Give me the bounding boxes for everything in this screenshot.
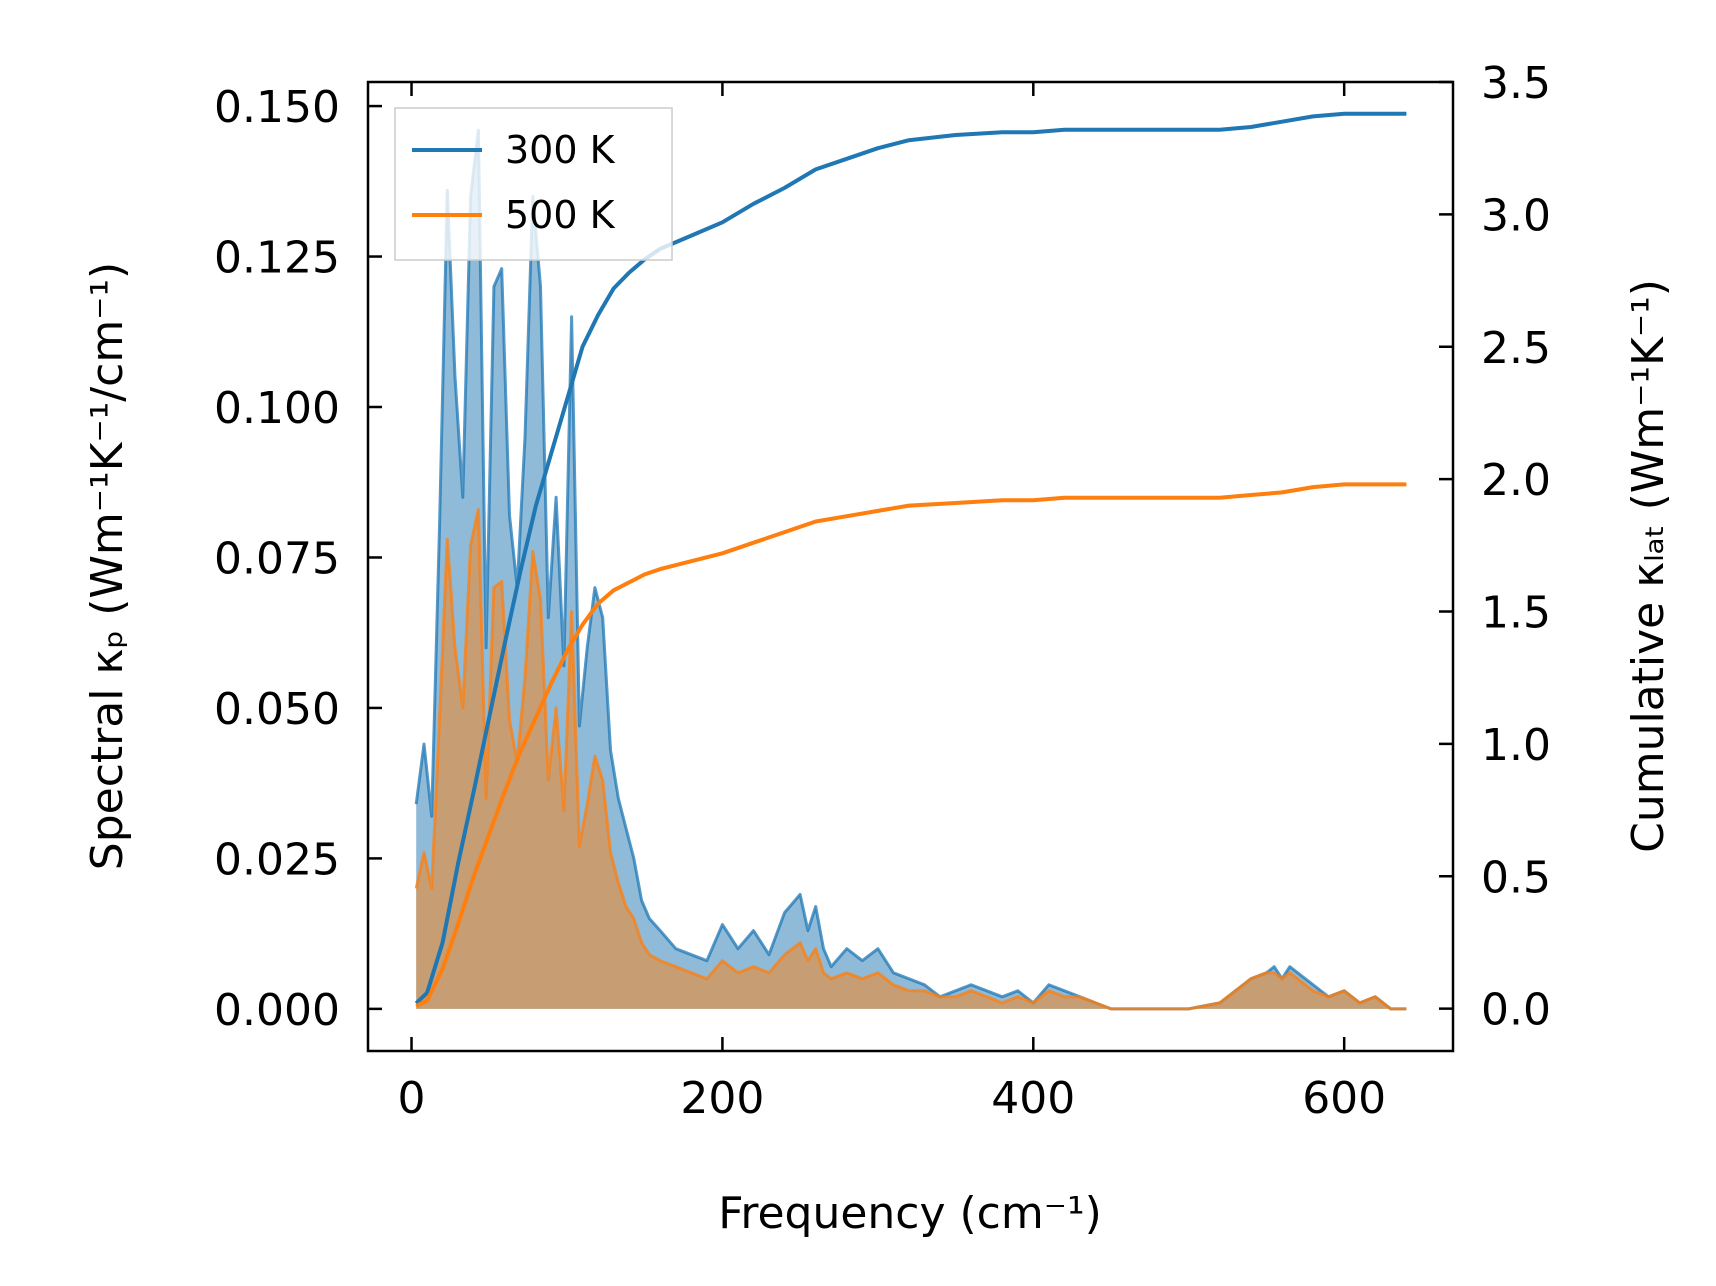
y-tick-label-left: 0.125: [214, 233, 340, 284]
x-tick-label: 0: [398, 1073, 426, 1124]
y-tick-label-left: 0.150: [214, 82, 340, 133]
plot-frame: [366, 80, 1455, 1053]
legend: 300 K 500 K: [394, 107, 673, 261]
x-tick-label: 600: [1302, 1073, 1386, 1124]
y-tick-label-right: 0.5: [1481, 852, 1551, 903]
y-axis-left-title: Spectral κₚ (Wm⁻¹K⁻¹/cm⁻¹): [82, 262, 133, 870]
cumulative-line-500k: [415, 482, 1407, 1008]
axes: 0 200 400 600 0.000 0.025 0.050 0.075 0.100 0.125…: [214, 58, 1551, 1124]
y-tick-label-left: 0.000: [214, 985, 340, 1036]
y-tick-label-right: 2.0: [1481, 455, 1551, 506]
y-tick-label-left: 0.025: [214, 834, 340, 885]
y-tick-label-right: 2.5: [1481, 323, 1551, 374]
legend-frame: [394, 107, 673, 261]
x-axis-title: Frequency (cm⁻¹): [718, 1188, 1102, 1239]
spectral-area-500k: [416, 509, 1407, 1009]
y-tick-label-left: 0.100: [214, 383, 340, 434]
x-tick-label: 400: [991, 1073, 1075, 1124]
y-tick-label-right: 3.5: [1481, 58, 1551, 109]
legend-label-500k: 500 K: [505, 193, 616, 237]
plot-area: [414, 111, 1407, 1011]
x-tick-label: 200: [680, 1073, 764, 1124]
spectral-line-500k: [414, 507, 1407, 1011]
legend-label-300k: 300 K: [505, 128, 616, 172]
y-tick-label-right: 1.0: [1481, 720, 1551, 771]
cumulative-line-300k: [414, 111, 1407, 1005]
y-tick-label-right: 0.0: [1481, 985, 1551, 1036]
y-tick-label-right: 1.5: [1481, 588, 1551, 639]
y-tick-label-left: 0.075: [214, 533, 340, 584]
y-tick-label-right: 3.0: [1481, 190, 1551, 241]
y-tick-label-left: 0.050: [214, 684, 340, 735]
y-axis-right-title: Cumulative κₗₐₜ (Wm⁻¹K⁻¹): [1623, 279, 1674, 853]
